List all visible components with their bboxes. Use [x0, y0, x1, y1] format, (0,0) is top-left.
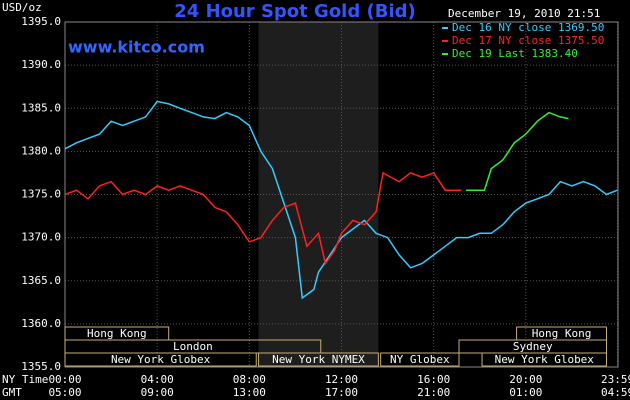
- x-tick-label: 12:00: [325, 373, 358, 386]
- x-tick-label: 20:00: [509, 373, 542, 386]
- series-line: [465, 111, 569, 191]
- watermark: www.kitco.com: [68, 38, 205, 57]
- x-tick-label-gmt: 01:00: [509, 386, 542, 399]
- y-tick-label: 1395.0: [21, 15, 61, 28]
- x-tick-label: 08:00: [233, 373, 266, 386]
- session-label: Hong Kong: [532, 327, 592, 340]
- session-label: Hong Kong: [87, 327, 147, 340]
- y-tick-label: 1355.0: [21, 360, 61, 373]
- chart-title: 24 Hour Spot Gold (Bid): [174, 1, 415, 22]
- x-tick-label: 04:00: [141, 373, 174, 386]
- x-tick-label: 23:59: [601, 373, 630, 386]
- y-tick-label: 1375.0: [21, 188, 61, 201]
- x-tick-label: 16:00: [417, 373, 450, 386]
- session-box: [481, 352, 607, 367]
- shaded-range: [258, 22, 379, 367]
- session-label: New York Globex: [495, 353, 595, 366]
- x-row-label: GMT: [2, 386, 22, 399]
- session-label: NY Globex: [390, 353, 450, 366]
- session-label: London: [173, 340, 213, 353]
- y-tick-label: 1390.0: [21, 58, 61, 71]
- session-box: [258, 352, 379, 367]
- x-tick-label-gmt: 13:00: [233, 386, 266, 399]
- session-label: New York Globex: [111, 353, 211, 366]
- session-label: Sydney: [513, 340, 553, 353]
- y-tick-label: 1385.0: [21, 101, 61, 114]
- x-tick-label-gmt: 09:00: [141, 386, 174, 399]
- session-box: [64, 352, 257, 367]
- x-tick-label-gmt: 05:00: [48, 386, 81, 399]
- y-tick-label: 1360.0: [21, 317, 61, 330]
- series-line: [64, 171, 462, 266]
- y-axis-label: USD/oz: [2, 1, 42, 14]
- x-tick-label-gmt: 21:00: [417, 386, 450, 399]
- session-box: [380, 352, 460, 367]
- x-tick-label: 00:00: [48, 373, 81, 386]
- legend-label: Dec 16 NY close 1369.50: [452, 21, 604, 34]
- legend-label: Dec 19 Last 1383.40: [452, 47, 578, 60]
- x-row-label: NY Time: [2, 373, 48, 386]
- x-tick-label-gmt: 04:59: [601, 386, 630, 399]
- y-tick-label: 1380.0: [21, 144, 61, 157]
- timestamp: December 19, 2010 21:51: [448, 7, 600, 20]
- y-tick-label: 1370.0: [21, 231, 61, 244]
- x-tick-label-gmt: 17:00: [325, 386, 358, 399]
- session-label: New York NYMEX: [272, 353, 365, 366]
- y-tick-label: 1365.0: [21, 274, 61, 287]
- legend-label: Dec 17 NY close 1375.50: [452, 34, 604, 47]
